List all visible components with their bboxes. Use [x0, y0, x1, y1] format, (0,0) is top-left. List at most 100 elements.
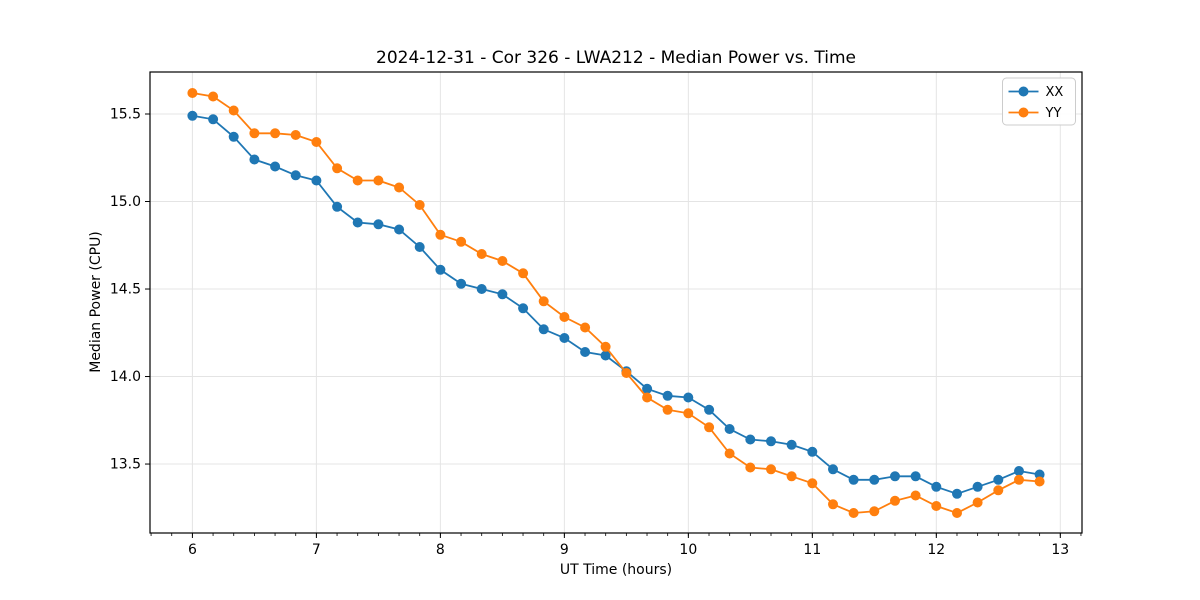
data-point — [435, 229, 446, 240]
data-point — [187, 110, 198, 121]
y-tick-label: 14.0 — [110, 369, 141, 385]
data-point — [497, 289, 508, 300]
data-point — [600, 341, 611, 352]
data-point — [662, 390, 673, 401]
data-point — [497, 256, 508, 266]
data-point — [745, 434, 756, 445]
data-point — [559, 312, 570, 322]
x-tick-label: 8 — [436, 542, 445, 558]
legend-label: YY — [1045, 106, 1062, 121]
grid-lines — [150, 72, 1082, 533]
data-point — [745, 462, 756, 473]
data-point — [518, 268, 529, 279]
legend-marker — [1018, 86, 1029, 97]
data-point — [890, 471, 900, 482]
data-point — [208, 91, 219, 102]
data-point — [187, 88, 198, 98]
x-tick-label: 13 — [1051, 542, 1069, 558]
x-tick-label: 11 — [803, 542, 821, 558]
data-point — [724, 424, 735, 434]
data-point — [290, 130, 301, 140]
data-point — [476, 249, 487, 259]
data-point — [332, 163, 343, 174]
data-point — [373, 219, 384, 230]
data-point — [228, 131, 239, 142]
data-point — [869, 506, 880, 517]
data-point — [311, 175, 322, 186]
data-point — [538, 324, 549, 335]
data-point — [538, 296, 549, 307]
data-point — [993, 474, 1004, 485]
data-point — [373, 175, 384, 186]
data-point — [848, 508, 859, 518]
data-point — [290, 170, 301, 181]
data-point — [910, 471, 921, 482]
data-point — [848, 474, 859, 485]
data-point — [228, 105, 239, 116]
data-point — [890, 495, 900, 506]
data-point — [1014, 474, 1024, 485]
data-point — [394, 224, 405, 235]
data-point — [828, 464, 838, 475]
axes — [145, 71, 1083, 538]
x-tick-label: 7 — [312, 542, 321, 558]
data-point — [662, 404, 673, 415]
data-point — [724, 448, 735, 459]
data-point — [414, 200, 425, 210]
data-point — [910, 490, 921, 501]
data-point — [828, 499, 838, 510]
data-point — [704, 422, 715, 433]
data-point — [1014, 466, 1024, 476]
data-point — [642, 383, 653, 394]
data-point — [249, 154, 260, 165]
data-point — [766, 464, 776, 475]
data-point — [972, 497, 983, 508]
x-tick-label: 9 — [560, 542, 569, 558]
data-point — [249, 128, 260, 139]
data-point — [931, 481, 942, 492]
x-tick-label: 12 — [927, 542, 945, 558]
data-point — [332, 201, 343, 212]
data-point — [993, 485, 1004, 496]
data-point — [414, 242, 425, 252]
data-point — [1034, 476, 1045, 487]
data-point — [683, 392, 694, 403]
data-point — [580, 322, 591, 333]
data-point — [683, 408, 694, 419]
data-point — [952, 508, 962, 518]
y-tick-label: 15.5 — [110, 107, 141, 123]
chart-title: 2024-12-31 - Cor 326 - LWA212 - Median P… — [376, 48, 856, 68]
data-point — [394, 182, 405, 193]
data-point — [559, 333, 570, 343]
legend-box — [1002, 77, 1076, 126]
y-tick-label: 15.0 — [110, 194, 141, 210]
data-point — [208, 114, 219, 125]
data-point — [456, 236, 467, 247]
y-tick-label: 13.5 — [110, 457, 141, 473]
data-point — [766, 436, 776, 447]
data-point — [456, 278, 467, 289]
data-point — [642, 392, 653, 403]
data-point — [1034, 469, 1045, 480]
plot-border — [149, 71, 1083, 534]
x-tick-label: 6 — [188, 542, 197, 558]
series-XX — [187, 110, 1045, 499]
data-point — [270, 161, 281, 172]
data-point — [435, 264, 446, 275]
legend-marker — [1018, 107, 1029, 118]
data-point — [786, 439, 797, 450]
data-point — [311, 137, 322, 147]
x-tick-label: 10 — [679, 542, 697, 558]
y-tick-label: 14.5 — [110, 282, 141, 298]
data-point — [952, 488, 962, 499]
data-point — [786, 471, 797, 482]
data-point — [807, 478, 818, 489]
series-YY — [187, 88, 1045, 518]
x-axis-label: UT Time (hours) — [560, 562, 672, 578]
legend-entry-XX: XX — [1008, 85, 1064, 100]
data-point — [869, 474, 880, 485]
legend-label: XX — [1046, 85, 1064, 100]
